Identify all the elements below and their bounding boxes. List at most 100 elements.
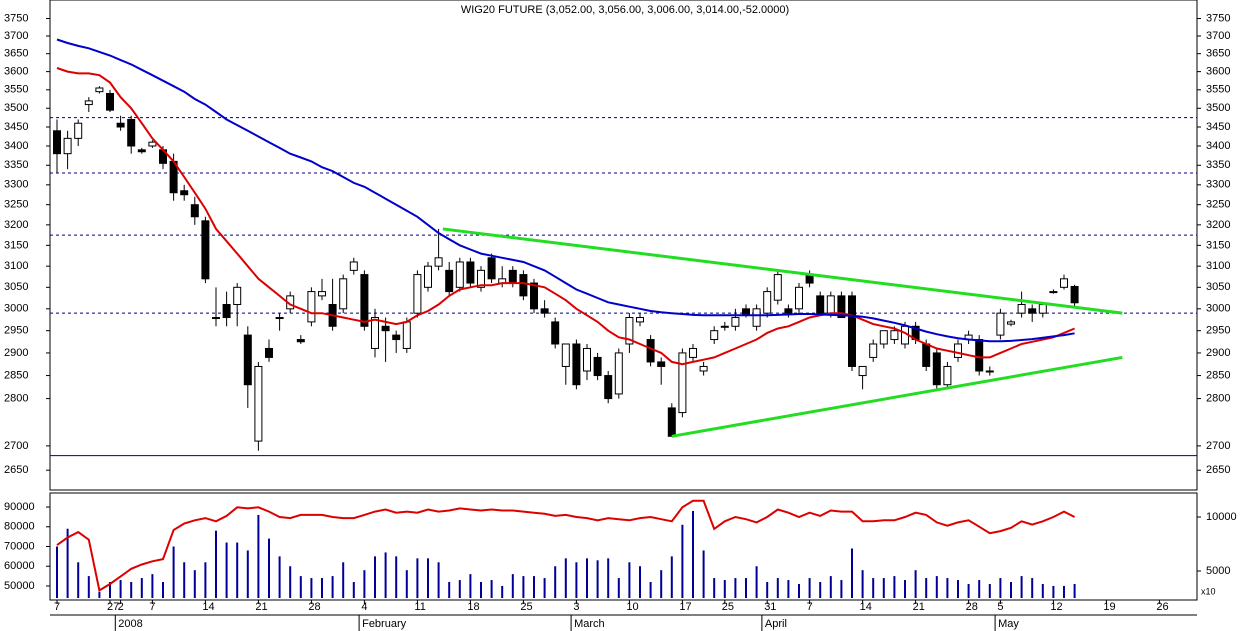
volume-bar: [140, 578, 143, 598]
candle-body: [614, 352, 623, 395]
candle-body: [773, 274, 782, 301]
volume-bar: [66, 528, 69, 598]
volume-bar: [628, 562, 631, 598]
volume-line: [56, 499, 1076, 592]
candle-body: [53, 130, 61, 155]
volume-bar: [840, 580, 843, 598]
x-tick-label: 3: [573, 601, 579, 613]
y-tick-label-right: 3650: [1206, 48, 1230, 60]
volume-bar: [819, 582, 822, 598]
x-tick-label: 14: [202, 601, 214, 613]
candle-body: [848, 295, 856, 367]
volume-y2-tick-label: 5000: [1206, 565, 1230, 577]
y-tick-label: 3600: [4, 66, 28, 78]
volume-bar: [554, 566, 557, 598]
volume-bar: [278, 556, 281, 598]
volume-bar: [204, 562, 207, 598]
volume-bar: [331, 576, 334, 598]
candle-body: [371, 317, 379, 349]
volume-bar: [342, 562, 345, 598]
y-tick-label: 3000: [4, 303, 28, 315]
volume-bar: [596, 560, 599, 598]
y-tick-label-right: 2800: [1206, 392, 1230, 404]
candle-body: [201, 220, 210, 280]
candle-body: [190, 204, 199, 218]
candle-body: [360, 274, 369, 327]
y-tick-label-right: 3350: [1206, 159, 1230, 171]
candle-body: [84, 100, 93, 106]
volume-bar: [649, 582, 652, 598]
candle-body: [954, 343, 962, 358]
y-tick-label: 3100: [4, 260, 28, 272]
y-tick-label: 2950: [4, 325, 28, 337]
y-tick-label-right: 2850: [1206, 369, 1230, 381]
volume-tick-label: 50000: [4, 580, 35, 592]
volume-tick-label: 70000: [4, 540, 35, 552]
y-tick-label: 3650: [4, 48, 28, 60]
candle-body: [975, 339, 984, 372]
volume-bar: [289, 566, 292, 598]
x-tick-label: 31: [764, 601, 776, 613]
candle-body: [466, 261, 475, 284]
candle-body: [339, 278, 348, 310]
y-tick-label-right: 2900: [1206, 347, 1230, 359]
y-tick-label: 3700: [4, 30, 28, 42]
candle-body: [795, 286, 803, 310]
candle-body: [561, 343, 570, 367]
volume-bar: [183, 562, 186, 598]
y-tick-label: 3250: [4, 199, 28, 211]
volume-bar: [734, 578, 737, 598]
volume-bar: [543, 578, 546, 598]
y-tick-label-right: 3100: [1206, 260, 1230, 272]
candle-body: [275, 317, 284, 320]
candle-body: [1028, 308, 1037, 314]
y-tick-label-right: 3750: [1206, 12, 1230, 24]
volume-bar: [469, 574, 472, 598]
volume-bar: [448, 582, 451, 598]
x-tick-label: 21: [913, 601, 925, 613]
volume-bar: [172, 546, 175, 598]
candle-body: [1007, 321, 1015, 325]
volume-bar: [829, 576, 832, 598]
candle-body: [127, 118, 136, 147]
y-tick-label-right: 3000: [1206, 303, 1230, 315]
volume-bar: [946, 578, 949, 598]
volume-bar: [957, 580, 959, 598]
candle-body: [752, 308, 761, 327]
trendline: [671, 355, 1123, 438]
volume-bar: [851, 548, 853, 598]
candle-body: [477, 269, 485, 288]
candle-body: [1038, 303, 1047, 314]
candle-body: [116, 122, 125, 128]
candle-body: [985, 370, 994, 373]
candle-body: [731, 317, 740, 327]
volume-tick-label: 60000: [4, 560, 35, 572]
x-tick-label: 12: [1050, 601, 1062, 613]
volume-bar: [904, 580, 906, 598]
volume-bar: [872, 578, 875, 598]
y-tick-label: 3550: [4, 84, 28, 96]
volume-bar: [882, 578, 885, 598]
volume-bar: [109, 582, 111, 598]
candle-body: [572, 343, 581, 386]
candle-body: [222, 303, 231, 319]
volume-bar: [586, 558, 588, 598]
candle-body: [689, 347, 697, 358]
x-tick-label: 7: [54, 601, 60, 613]
volume-bar: [713, 578, 716, 598]
volume-bar: [363, 570, 366, 598]
x-tick-label: 18: [467, 601, 479, 613]
y-tick-label-right: 2650: [1206, 464, 1230, 476]
candle-body: [307, 291, 316, 323]
candle-body: [508, 269, 517, 284]
volume-bar: [607, 558, 610, 598]
volume-bar: [935, 576, 938, 598]
volume-bar: [988, 583, 991, 598]
x-tick-label: 25: [520, 601, 532, 613]
candle-body: [1017, 303, 1026, 314]
volume-bar: [639, 566, 641, 598]
y-tick-label-right: 3450: [1206, 121, 1230, 133]
volume-bar: [967, 583, 970, 598]
candle-body: [678, 352, 687, 414]
x-tick-label: 7: [807, 601, 813, 613]
